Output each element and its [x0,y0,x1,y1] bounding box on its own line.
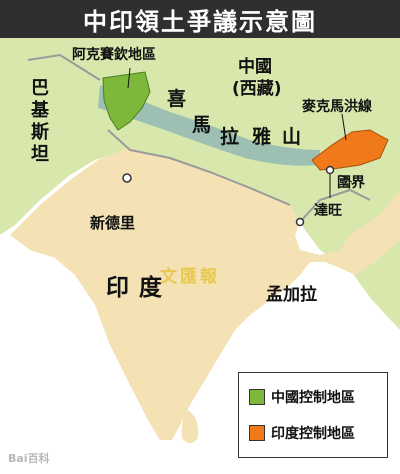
legend-item-china: 中國控制地區 [249,387,355,407]
label-tawang: 達旺 [314,203,342,219]
border-line [27,53,371,223]
aksai-chin-area [102,71,151,131]
label-himalaya-2: 拉 [220,126,240,148]
legend-swatch-china [249,389,265,405]
baidu-watermark: Bai百科 [8,452,50,465]
aksai-chin-pointer [127,67,131,89]
map-title: 中印領土爭議示意圖 [83,7,317,36]
label-himalaya-3: 雅 [252,126,272,148]
border-pointer [339,174,353,183]
label-china: 中國 [238,57,272,77]
northern-land [0,38,400,330]
legend: 中國控制地區 印度控制地區 [238,372,388,458]
dhaka-marker [295,217,305,227]
legend-swatch-india [249,425,265,441]
label-himalaya-1: 馬 [192,114,212,136]
tawang-marker [325,165,335,175]
legend-label-india: 印度控制地區 [271,426,355,442]
label-border: 國界 [337,175,365,191]
label-himalaya-4: 山 [282,126,302,148]
watermark: 文匯報 [160,267,220,287]
label-pakistan: 巴基斯坦 [28,78,49,166]
label-india: 印度 [106,275,172,301]
label-mcmahon-line: 麥克馬洪線 [302,99,372,115]
legend-item-india: 印度控制地區 [249,423,355,443]
legend-label-china: 中國控制地區 [271,390,355,406]
sri-lanka [181,410,199,443]
mcmahon-pointer [341,113,347,141]
map-canvas [0,38,400,443]
label-bangladesh: 孟加拉 [266,285,317,305]
new-delhi-marker [122,173,132,183]
himalaya-range [98,85,320,166]
label-tibet: (西藏) [232,79,282,99]
title-bar: 中印領土爭議示意圖 [0,0,400,38]
label-new-delhi: 新德里 [90,214,136,232]
label-himalaya-0: 喜 [167,88,187,110]
india-landmass [10,148,400,440]
label-aksai-chin: 阿克賽欽地區 [72,47,156,63]
